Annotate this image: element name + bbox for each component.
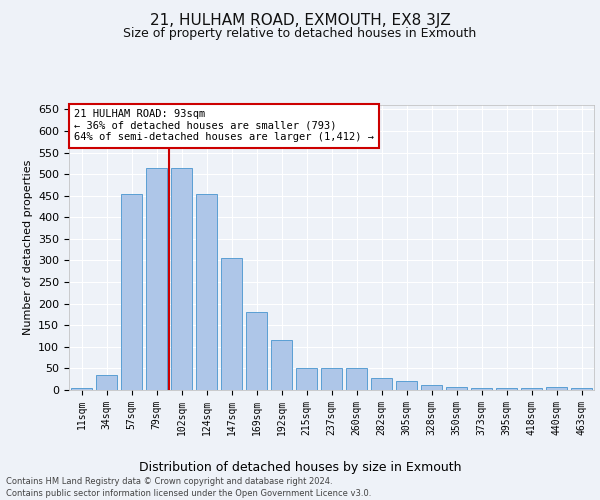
Bar	[271, 340, 292, 390]
Bar	[196, 194, 217, 390]
Y-axis label: Number of detached properties: Number of detached properties	[23, 160, 32, 335]
Text: Size of property relative to detached houses in Exmouth: Size of property relative to detached ho…	[124, 28, 476, 40]
Bar	[571, 388, 592, 390]
Bar	[96, 375, 117, 390]
Bar	[471, 388, 492, 390]
Bar	[321, 368, 342, 390]
Bar	[221, 258, 242, 390]
Bar	[446, 386, 467, 390]
Text: 21 HULHAM ROAD: 93sqm
← 36% of detached houses are smaller (793)
64% of semi-det: 21 HULHAM ROAD: 93sqm ← 36% of detached …	[74, 110, 374, 142]
Bar	[371, 378, 392, 390]
Bar	[496, 388, 517, 390]
Bar	[396, 382, 417, 390]
Bar	[146, 168, 167, 390]
Text: Distribution of detached houses by size in Exmouth: Distribution of detached houses by size …	[139, 461, 461, 474]
Bar	[171, 168, 192, 390]
Bar	[296, 368, 317, 390]
Bar	[546, 387, 567, 390]
Bar	[521, 388, 542, 390]
Bar	[71, 388, 92, 390]
Bar	[246, 312, 267, 390]
Bar	[346, 368, 367, 390]
Text: Contains public sector information licensed under the Open Government Licence v3: Contains public sector information licen…	[6, 488, 371, 498]
Text: 21, HULHAM ROAD, EXMOUTH, EX8 3JZ: 21, HULHAM ROAD, EXMOUTH, EX8 3JZ	[149, 12, 451, 28]
Text: Contains HM Land Registry data © Crown copyright and database right 2024.: Contains HM Land Registry data © Crown c…	[6, 477, 332, 486]
Bar	[421, 385, 442, 390]
Bar	[121, 194, 142, 390]
